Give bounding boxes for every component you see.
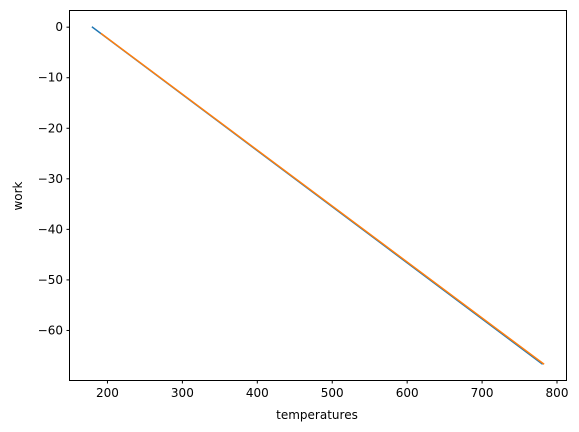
y-axis-label: work	[11, 181, 25, 210]
x-tick-label: 300	[171, 386, 194, 400]
series-line-2	[100, 32, 545, 365]
plot-frame	[69, 10, 567, 381]
y-tick-label: 0	[55, 20, 63, 34]
y-tick-label: −50	[38, 273, 63, 287]
y-tick-label: −10	[38, 71, 63, 85]
y-tick-label: −30	[38, 172, 63, 186]
x-axis: 200 300 400 500 600 700 800	[96, 380, 568, 400]
x-tick-label: 500	[321, 386, 344, 400]
y-tick-label: −60	[38, 323, 63, 337]
series-layer	[91, 26, 545, 365]
x-axis-label: temperatures	[276, 408, 358, 422]
x-tick-label: 600	[396, 386, 419, 400]
x-tick-label: 800	[546, 386, 569, 400]
y-axis: 0 −10 −20 −30 −40 −50 −60	[38, 20, 70, 337]
x-tick-label: 400	[246, 386, 269, 400]
y-tick-label: −20	[38, 121, 63, 135]
y-tick-label: −40	[38, 222, 63, 236]
x-tick-label: 700	[471, 386, 494, 400]
x-tick-label: 200	[96, 386, 119, 400]
